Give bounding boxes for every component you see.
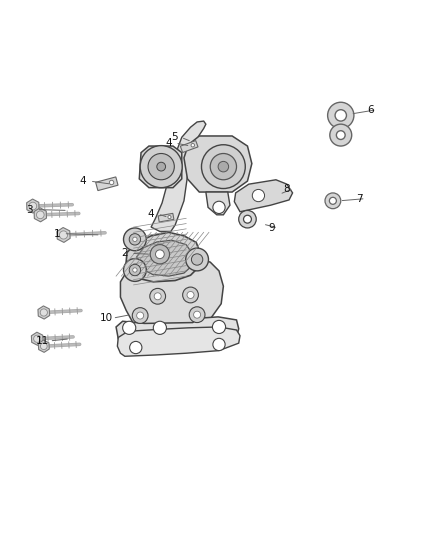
Polygon shape bbox=[95, 177, 118, 191]
Polygon shape bbox=[137, 240, 193, 276]
Circle shape bbox=[155, 250, 164, 259]
Circle shape bbox=[34, 335, 41, 342]
Text: 4: 4 bbox=[165, 138, 172, 148]
Text: 1: 1 bbox=[53, 229, 60, 239]
Circle shape bbox=[133, 268, 137, 272]
Polygon shape bbox=[27, 199, 39, 213]
Circle shape bbox=[194, 311, 201, 318]
Text: 7: 7 bbox=[356, 193, 363, 204]
Polygon shape bbox=[39, 340, 49, 352]
Polygon shape bbox=[151, 121, 206, 231]
Circle shape bbox=[124, 259, 146, 281]
Circle shape bbox=[325, 193, 341, 209]
Polygon shape bbox=[234, 180, 293, 212]
Circle shape bbox=[213, 338, 225, 351]
Text: 3: 3 bbox=[26, 205, 33, 215]
Text: 8: 8 bbox=[283, 183, 290, 193]
Text: 5: 5 bbox=[171, 132, 178, 142]
Circle shape bbox=[133, 237, 137, 241]
Circle shape bbox=[123, 321, 136, 334]
Polygon shape bbox=[38, 306, 49, 319]
Polygon shape bbox=[34, 208, 46, 222]
Circle shape bbox=[186, 248, 208, 271]
Text: 4: 4 bbox=[148, 209, 155, 219]
Text: 9: 9 bbox=[268, 223, 275, 233]
Text: 10: 10 bbox=[99, 313, 113, 323]
Circle shape bbox=[36, 211, 44, 219]
Text: 11: 11 bbox=[36, 336, 49, 346]
Circle shape bbox=[60, 231, 67, 239]
Circle shape bbox=[129, 233, 141, 245]
Circle shape bbox=[40, 309, 47, 316]
Circle shape bbox=[154, 293, 161, 300]
Circle shape bbox=[191, 254, 203, 265]
Polygon shape bbox=[180, 141, 198, 152]
Circle shape bbox=[187, 292, 194, 298]
Polygon shape bbox=[158, 213, 174, 222]
Circle shape bbox=[40, 343, 47, 350]
Circle shape bbox=[328, 102, 354, 128]
Text: 6: 6 bbox=[367, 104, 374, 115]
Circle shape bbox=[252, 189, 265, 201]
Polygon shape bbox=[120, 257, 223, 330]
Circle shape bbox=[150, 245, 170, 264]
Circle shape bbox=[137, 312, 144, 319]
Text: 4: 4 bbox=[80, 176, 87, 186]
Circle shape bbox=[329, 197, 336, 204]
Circle shape bbox=[110, 180, 114, 185]
Circle shape bbox=[140, 146, 182, 188]
Circle shape bbox=[130, 342, 142, 354]
Circle shape bbox=[210, 154, 237, 180]
Polygon shape bbox=[126, 232, 201, 282]
Circle shape bbox=[191, 143, 194, 147]
Circle shape bbox=[150, 288, 166, 304]
Polygon shape bbox=[32, 332, 43, 345]
Circle shape bbox=[212, 320, 226, 334]
Polygon shape bbox=[184, 136, 252, 192]
Circle shape bbox=[148, 154, 174, 180]
Circle shape bbox=[168, 215, 171, 219]
Circle shape bbox=[239, 211, 256, 228]
Circle shape bbox=[124, 228, 146, 251]
Circle shape bbox=[183, 287, 198, 303]
Circle shape bbox=[129, 264, 141, 276]
Circle shape bbox=[132, 308, 148, 324]
Circle shape bbox=[29, 202, 37, 210]
Circle shape bbox=[330, 124, 352, 146]
Polygon shape bbox=[139, 146, 182, 188]
Circle shape bbox=[218, 161, 229, 172]
Circle shape bbox=[153, 321, 166, 334]
Circle shape bbox=[189, 307, 205, 322]
Circle shape bbox=[157, 162, 166, 171]
Circle shape bbox=[201, 145, 245, 189]
Circle shape bbox=[336, 131, 345, 140]
Polygon shape bbox=[57, 228, 70, 243]
Circle shape bbox=[213, 201, 225, 214]
Text: 2: 2 bbox=[121, 248, 128, 259]
Circle shape bbox=[335, 110, 346, 121]
Polygon shape bbox=[117, 327, 240, 356]
Polygon shape bbox=[116, 317, 239, 339]
Circle shape bbox=[244, 215, 251, 223]
Polygon shape bbox=[206, 192, 230, 215]
